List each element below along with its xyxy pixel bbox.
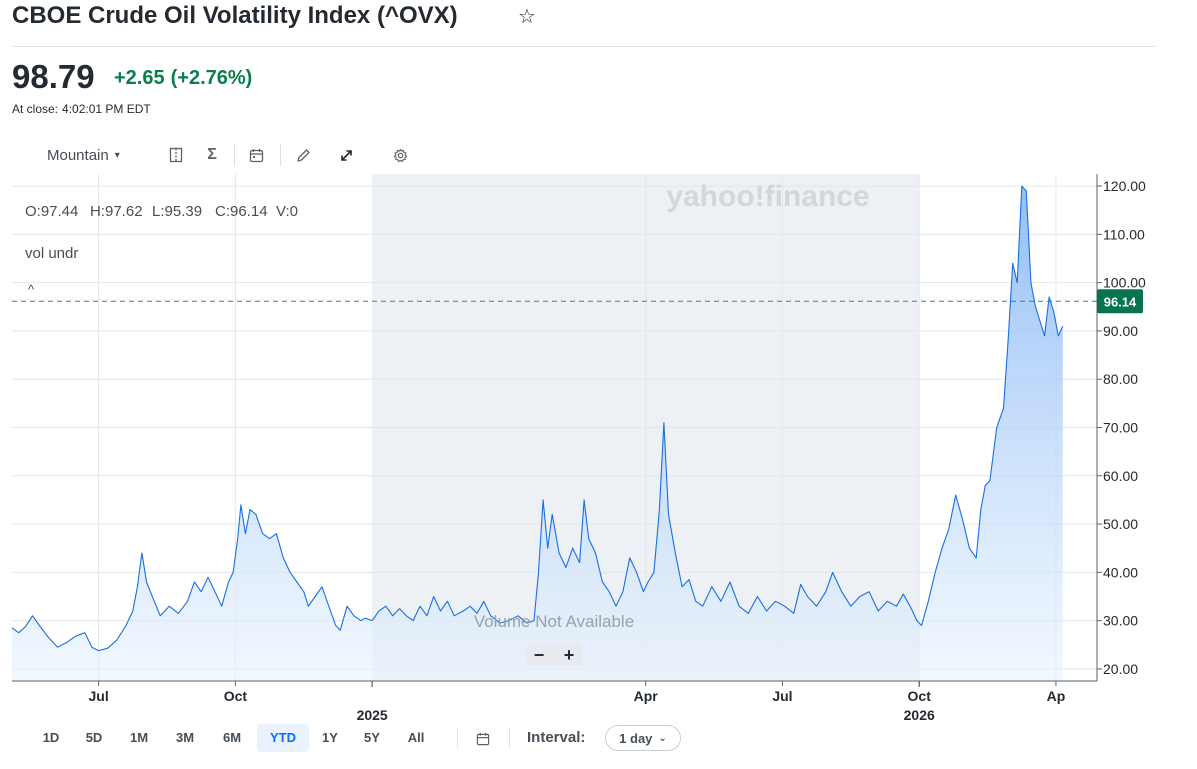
chart-type-label: Mountain [47,146,109,164]
star-icon[interactable]: ☆ [518,6,536,28]
volume-value: V:0 [276,203,298,220]
last-price: 98.79 [12,58,95,95]
y-tick-label: 120.00 [1103,178,1146,194]
year-label: 2026 [904,707,935,723]
date-picker-calendar-icon[interactable] [473,724,493,752]
series-line [11,185,1064,652]
fullscreen-icon[interactable] [336,140,356,170]
y-tick-label: 70.00 [1103,420,1138,436]
x-tick-label: Oct [908,688,932,704]
toolbar-divider [234,144,235,166]
y-axis-ticks: 20.00 30.00 40.00 50.00 60.00 70.00 80.00 90.00… [1097,178,1146,677]
range-1y-button[interactable]: 1Y [322,730,338,745]
y-tick-label: 90.00 [1103,323,1138,339]
y-tick-label: 110.00 [1103,226,1145,242]
close-timestamp: At close: 4:02:01 PM EDT [12,102,155,116]
study-label[interactable]: vol undr [25,245,78,262]
x-tick-label: Oct [224,688,248,704]
x-tick-label: Jul [772,688,792,704]
open-value: O:97.44 [25,203,78,220]
range-5d-button[interactable]: 5D [85,730,103,745]
x-axis-ticks: Jul Oct Apr Jul Oct Ap 2025 2026 [89,681,1066,723]
change-percent: (+2.76%) [170,67,253,89]
chart-type-dropdown[interactable]: Mountain ▾ [47,140,120,170]
volume-not-available-notice: Volume Not Available [474,612,634,631]
y-tick-label: 60.00 [1103,468,1138,484]
ohlcv-readout: O:97.44 H:97.62 L:95.39 C:96.14 V:0 [25,203,298,220]
zoom-in-icon[interactable]: + [564,645,575,665]
range-6m-button[interactable]: 6M [222,730,242,745]
interval-value: 1 day [619,730,653,746]
year-label: 2025 [357,707,388,723]
low-value: L:95.39 [152,203,202,220]
toolbar-divider [280,144,281,166]
zoom-controls: − + [526,644,582,666]
change-value: +2.65 [114,67,165,89]
time-range-bar: 1D 5D 1M 3M 6M YTD 1Y 5Y All Interval: 1… [30,724,730,752]
high-value: H:97.62 [90,203,143,220]
price-chart[interactable]: yahoo!finance Volume Not Available O:97.… [0,170,1197,725]
range-divider [457,728,458,748]
close-time: 4:02:01 PM EDT [62,102,151,116]
interval-dropdown[interactable]: 1 day ⌄ [605,725,681,751]
collapse-chevron-up-icon[interactable]: ^ [28,282,35,297]
chevron-down-icon: ⌄ [658,732,667,744]
range-all-button[interactable]: All [407,730,425,745]
range-1m-button[interactable]: 1M [129,730,149,745]
zoom-out-icon[interactable]: − [534,645,545,665]
y-tick-label: 80.00 [1103,371,1138,387]
y-tick-label: 40.00 [1103,564,1138,580]
range-divider [509,728,510,748]
compare-icon[interactable] [166,140,186,170]
chart-toolbar: Mountain ▾ Σ [40,140,440,170]
close-value: C:96.14 [215,203,268,220]
series-area-fill [12,186,1063,681]
range-ytd-button[interactable]: YTD [257,724,309,752]
y-tick-label: 20.00 [1103,661,1138,677]
yahoo-finance-watermark: yahoo!finance [666,180,869,213]
events-calendar-icon[interactable] [246,140,266,170]
interval-label: Interval: [527,729,586,746]
indicators-icon[interactable]: Σ [207,146,217,163]
current-value-label: 96.14 [1097,289,1143,314]
y-tick-label: 30.00 [1103,613,1138,629]
draw-pencil-icon[interactable] [293,140,313,170]
x-tick-label: Jul [89,688,109,704]
x-tick-label: Apr [634,688,659,704]
range-1d-button[interactable]: 1D [42,730,60,745]
quote-header: CBOE Crude Oil Volatility Index (^OVX) ☆ [12,0,1156,47]
page-title: CBOE Crude Oil Volatility Index (^OVX) [12,2,458,29]
current-value-badge [1097,289,1143,314]
settings-gear-icon[interactable] [390,140,410,170]
chevron-down-icon: ▾ [114,149,120,161]
range-3m-button[interactable]: 3M [175,730,195,745]
y-tick-label: 100.00 [1103,275,1146,291]
close-label: At close: [12,102,59,116]
current-value-text: 96.14 [1104,294,1137,309]
y-tick-label: 50.00 [1103,516,1138,532]
zoom-controls-background [526,644,582,666]
x-tick-label: Ap [1047,688,1066,704]
price-change: +2.65 (+2.76%) [114,67,258,90]
range-5y-button[interactable]: 5Y [364,730,380,745]
